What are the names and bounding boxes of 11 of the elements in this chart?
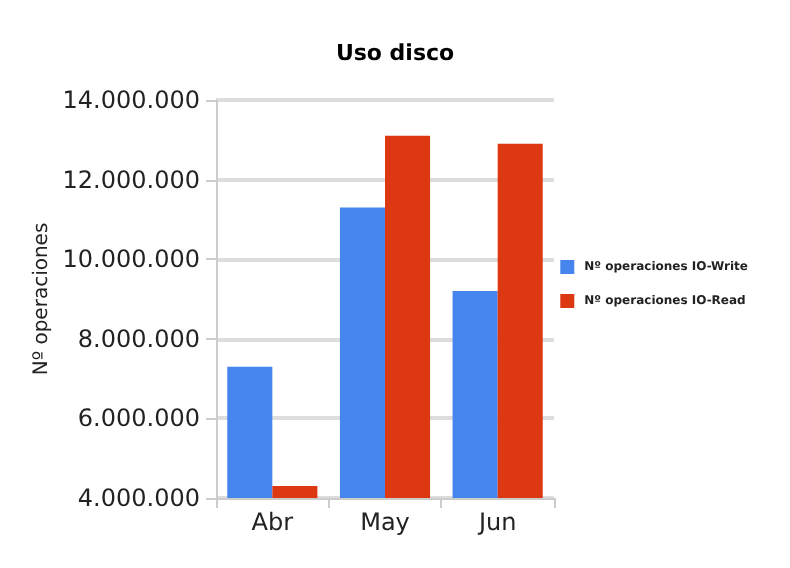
y-tick-label: 4.000.000 (77, 484, 200, 512)
y-tick-label: 10.000.000 (62, 245, 200, 274)
x-tick-label: Jun (476, 508, 517, 536)
y-tick-label: 6.000.000 (77, 404, 200, 433)
x-tick-label: Abr (251, 508, 294, 536)
y-tick-label: 12.000.000 (62, 165, 200, 194)
y-tick-label: 14.000.000 (62, 86, 200, 114)
x-tick-label: May (360, 508, 410, 536)
chart-title: Uso disco (335, 40, 456, 66)
y-axis-title: Nº operaciones (31, 222, 53, 376)
y-tick-label: 8.000.000 (77, 324, 200, 353)
